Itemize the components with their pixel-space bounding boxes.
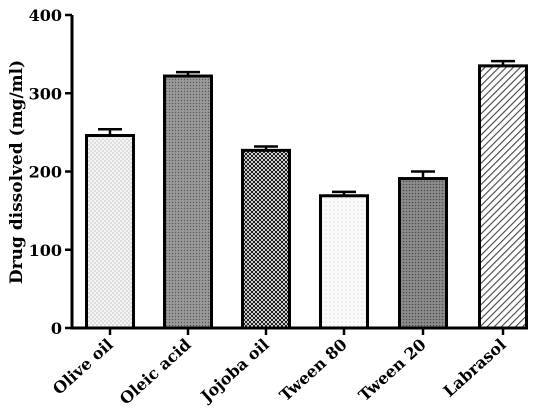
x-tick-label: Tween 80 (276, 335, 351, 405)
y-ticks-layer: 0 100 200 300 400 (29, 6, 72, 338)
y-axis-label: Drug dissolved (mg/ml) (7, 60, 27, 284)
x-tick-label: Oleic acid (116, 335, 195, 409)
error-bar-jojoba-oil (254, 145, 278, 151)
y-tick-label: 200 (29, 163, 62, 182)
x-ticks-layer: Olive oil Oleic acid Jojoba oil Tween 80 Twe… (49, 328, 510, 409)
axes-layer (70, 15, 524, 330)
y-tick-label: 100 (29, 241, 62, 260)
bar-jojoba-oil (241, 148, 291, 330)
bar-oleic-acid (163, 74, 213, 330)
error-bars-layer (98, 59, 515, 196)
error-bar-olive-oil (98, 127, 122, 136)
bars-layer (85, 64, 528, 330)
y-tick-label: 400 (29, 6, 62, 25)
x-tick-label: Labrasol (439, 335, 509, 401)
error-bar-labrasol (491, 59, 515, 66)
x-tick-label: Tween 20 (355, 335, 430, 405)
error-bar-oleic-acid (176, 70, 200, 77)
x-tick-label: Jojoba oil (196, 335, 273, 407)
bar-tween-80 (319, 194, 369, 330)
bar-labrasol (478, 64, 528, 330)
error-bar-tween-20 (411, 170, 435, 179)
bar-tween-20 (398, 177, 448, 330)
y-tick-label: 300 (29, 84, 62, 103)
bar-olive-oil (85, 134, 135, 330)
error-bar-tween-80 (332, 190, 356, 196)
x-tick-label: Olive oil (49, 335, 117, 399)
y-tick-label: 0 (51, 319, 62, 338)
